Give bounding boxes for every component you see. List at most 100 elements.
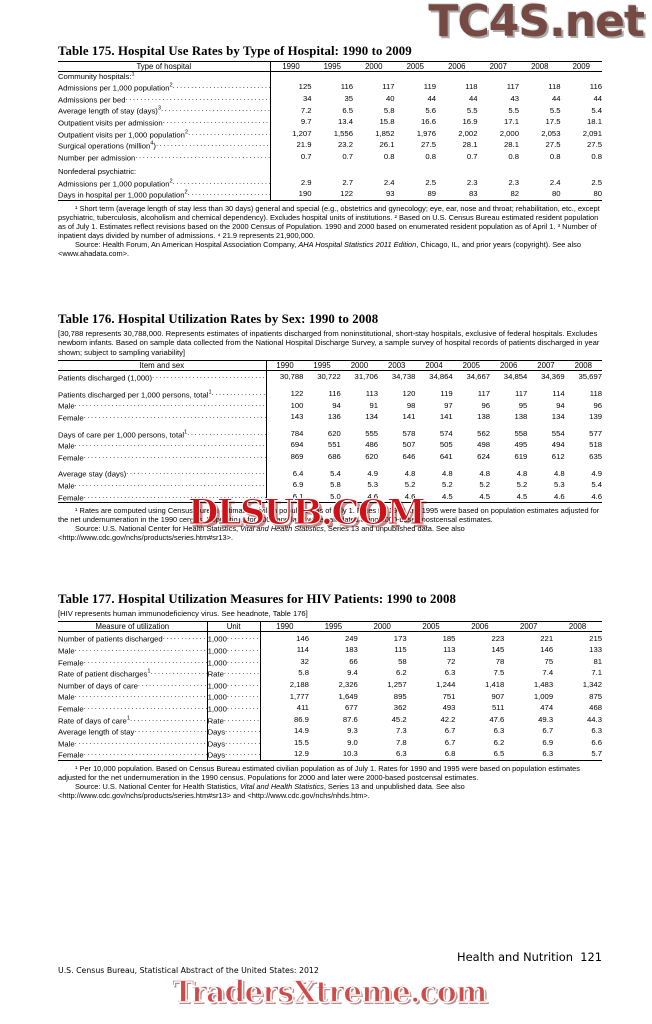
- data-cell: 0.8: [425, 152, 436, 161]
- data-cell: 9.7: [300, 117, 312, 127]
- row-label: Admissions per 1,000 population2 .......…: [58, 176, 271, 189]
- data-cell: 4.6: [378, 490, 416, 504]
- data-cell: 80: [519, 188, 561, 201]
- data-cell: 6.3: [493, 726, 505, 736]
- dot-leader: ........................................…: [150, 667, 206, 677]
- data-cell: 115: [394, 645, 407, 655]
- row-label-text: Days of care per 1,000 persons, total: [58, 429, 185, 439]
- column-header-year: 2000: [357, 621, 407, 633]
- data-cell: 6.2: [395, 668, 407, 678]
- data-cell: 5.5: [508, 105, 519, 115]
- row-unit: 1,000 ............: [207, 678, 261, 691]
- table-row: Patients discharged (1,000) ............…: [58, 370, 602, 383]
- data-cell: 49.3: [538, 714, 554, 724]
- table-176-source: Source: U.S. National Center for Health …: [58, 524, 602, 542]
- data-cell: 5.6: [425, 105, 436, 115]
- row-unit: 1,000 ............: [207, 701, 261, 714]
- row-label: Male ...................................…: [58, 644, 208, 656]
- data-cell: 116: [328, 388, 341, 398]
- table-176-source-suffix: , Series 13 and unpublished data. See al…: [58, 524, 465, 543]
- row-label-text: Female: [58, 750, 84, 760]
- data-cell: 0.8: [549, 152, 561, 161]
- dot-leader: ........................................…: [135, 150, 270, 160]
- data-cell: 72: [446, 656, 456, 666]
- data-cell: 474: [540, 703, 554, 713]
- data-cell: 18.1: [587, 117, 602, 127]
- data-cell: 183: [344, 645, 358, 655]
- column-header-year: 2007: [477, 61, 519, 72]
- data-cell: 2.7: [342, 177, 353, 187]
- data-cell: 751: [442, 691, 456, 701]
- data-cell: 875: [589, 691, 602, 701]
- table-177-footnotes: ¹ Per 10,000 population. Based on Census…: [58, 764, 602, 782]
- data-cell: 0.8: [591, 152, 602, 161]
- row-label: Rate of patient discharges1 ............…: [58, 667, 208, 679]
- data-cell: 117: [515, 388, 528, 398]
- column-header-year: 2004: [415, 360, 453, 372]
- data-cell: 7.4: [542, 668, 554, 678]
- table-177-block: Table 177. Hospital Utilization Measures…: [58, 592, 602, 800]
- dot-leader: ........................................…: [74, 736, 208, 746]
- row-label: Surgical operations (million4) .........…: [58, 139, 271, 151]
- dot-leader: ........................................…: [188, 127, 270, 137]
- data-cell: 17.1: [504, 117, 519, 127]
- footnote-marker: 4: [150, 141, 154, 147]
- data-cell: 4.8: [516, 468, 528, 478]
- column-header-stub: Measure of utilization: [58, 621, 208, 633]
- data-cell: 505: [439, 440, 453, 450]
- row-label: Number per admission ...................…: [58, 150, 271, 163]
- dot-leader: ........................................…: [126, 467, 267, 477]
- data-cell: 677: [344, 703, 358, 713]
- data-cell: 5.8: [330, 480, 341, 490]
- table-177-source-prefix: Source: U.S. National Center for Health …: [75, 782, 241, 792]
- dot-leader: ............: [226, 701, 261, 711]
- data-cell: [270, 167, 312, 176]
- data-cell: 21.9: [296, 140, 312, 150]
- data-cell: 895: [393, 691, 407, 701]
- page-footer-section: Health and Nutrition 121: [457, 950, 602, 964]
- table-spacer-row: [58, 162, 602, 168]
- data-cell: [395, 167, 437, 176]
- data-cell: 411: [296, 703, 309, 713]
- row-unit: 1,000 ............: [207, 690, 261, 702]
- data-cell: 486: [365, 440, 379, 450]
- row-label: Patients discharged per 1,000 persons, t…: [58, 387, 267, 400]
- data-cell: 4.9: [591, 468, 602, 478]
- row-label-text: Average length of stay (days): [58, 106, 158, 116]
- data-cell: 118: [548, 82, 561, 92]
- data-cell: 494: [551, 440, 565, 450]
- table-176-source-prefix: Source: U.S. National Center for Health …: [75, 524, 241, 534]
- table-177-source-suffix: , Series 13 and unpublished data. See al…: [58, 782, 465, 801]
- data-cell: 468: [589, 703, 602, 713]
- row-label: Nonfederal psychiatric:: [58, 167, 271, 177]
- row-label-text: Male: [58, 692, 75, 702]
- data-cell: 117: [506, 82, 519, 92]
- row-label-text: Number per admission: [58, 153, 136, 163]
- page-footer-citation: U.S. Census Bureau, Statistical Abstract…: [58, 966, 319, 975]
- data-cell: [270, 72, 312, 82]
- data-cell: 134: [551, 412, 565, 422]
- data-cell: 4.9: [367, 468, 379, 478]
- data-cell: 75: [544, 656, 554, 666]
- data-cell: 97: [444, 400, 453, 410]
- data-cell: 0.7: [342, 152, 353, 161]
- data-cell: 612: [551, 451, 565, 461]
- data-cell: 578: [402, 428, 416, 438]
- data-cell: 125: [298, 82, 312, 92]
- table-row: Average length of stay (days)3 .........…: [58, 104, 602, 117]
- row-label-text: Number of patients discharged: [58, 634, 163, 644]
- data-cell: 686: [327, 451, 341, 461]
- dot-leader: ........................................…: [172, 81, 269, 91]
- data-cell: 141: [439, 412, 453, 422]
- data-cell: 5.4: [591, 480, 602, 490]
- column-header-stub: Item and sex: [58, 360, 267, 372]
- row-unit: Days ............: [207, 725, 261, 737]
- table-row: Number of days of care .................…: [58, 678, 602, 691]
- data-cell: 42.2: [440, 714, 456, 724]
- footnote-marker: 2: [184, 190, 188, 197]
- data-cell: [312, 72, 354, 82]
- data-cell: 16.9: [462, 117, 478, 127]
- table-175-header-row: Type of hospital 1990 1995 2000 2005 2006 2007…: [58, 61, 602, 72]
- data-cell: [395, 72, 437, 82]
- data-cell: 34,738: [391, 372, 416, 382]
